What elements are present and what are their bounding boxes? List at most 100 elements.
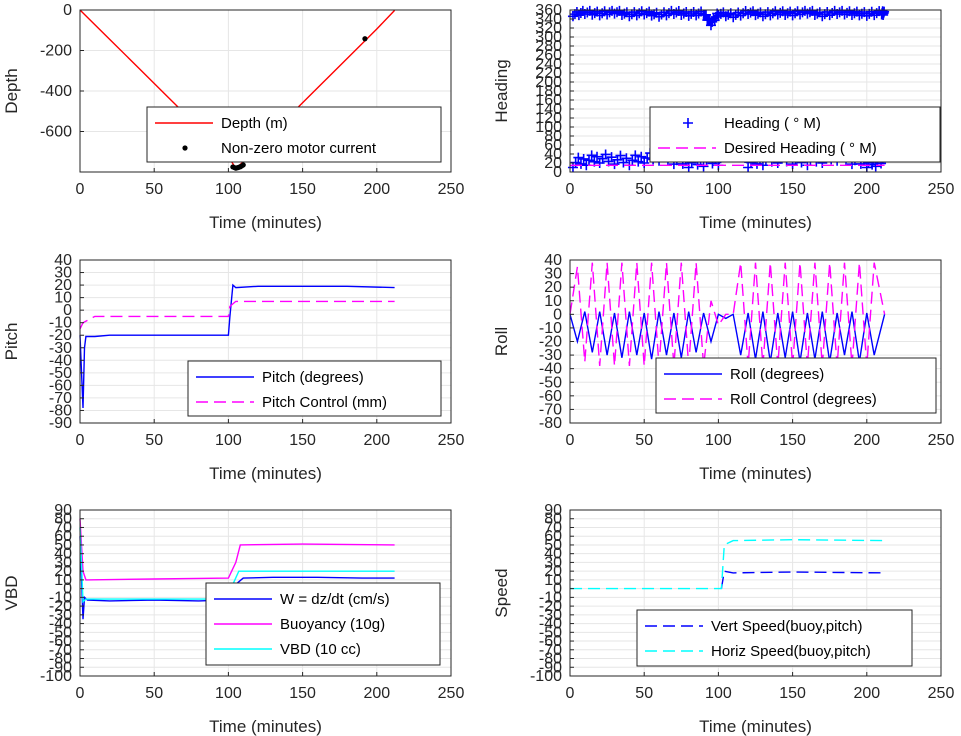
- data-point: [787, 10, 798, 21]
- y-tick-label: 100: [535, 119, 562, 136]
- y-axis-label: Heading: [492, 59, 511, 122]
- y-tick-label: 10: [544, 293, 562, 310]
- x-tick-label: 200: [853, 181, 880, 198]
- y-tick-label: 30: [544, 554, 562, 571]
- y-axis-label: Depth: [2, 68, 21, 113]
- y-tick-label: -50: [49, 365, 72, 382]
- x-tick-label: 50: [635, 685, 653, 702]
- y-tick-label: -100: [40, 668, 72, 685]
- y-tick-label: 80: [544, 128, 562, 145]
- legend-label: Buoyancy (10g): [280, 616, 385, 633]
- y-tick-label: -10: [49, 315, 72, 332]
- chart-roll: 0 50 100 150 200 250403020100-10-20-30-40-50-…: [492, 252, 954, 483]
- x-tick-label: 100: [215, 685, 242, 702]
- x-tick-label: 200: [363, 432, 390, 449]
- legend-marker: [683, 118, 693, 128]
- y-tick-label: 90: [544, 502, 562, 519]
- y-tick-label: -20: [539, 598, 562, 615]
- y-tick-label: 0: [63, 302, 72, 319]
- data-point: [656, 9, 667, 20]
- y-tick-label: 300: [535, 29, 562, 46]
- x-tick-label: 50: [145, 685, 163, 702]
- data-point: [661, 10, 672, 21]
- y-tick-label: 40: [54, 252, 72, 269]
- data-point: [573, 152, 584, 163]
- y-tick-label: 70: [544, 519, 562, 536]
- x-tick-label: 150: [289, 432, 316, 449]
- data-point: [586, 150, 597, 161]
- y-axis-label: VBD: [2, 576, 21, 611]
- y-axis-label: Speed: [492, 568, 511, 617]
- legend: W = dz/dt (cm/s) Buoyancy (10g) VBD (10 cc…: [205, 582, 441, 666]
- legend-label: Non-zero motor current: [221, 140, 377, 157]
- y-tick-label: 80: [54, 511, 72, 528]
- legend-label: Pitch Control (mm): [262, 394, 387, 411]
- y-tick-label: -30: [49, 607, 72, 624]
- data-point: [578, 153, 589, 164]
- legend-label: Roll Control (degrees): [730, 391, 877, 408]
- series-line: [79, 283, 395, 409]
- y-tick-label: -20: [49, 327, 72, 344]
- legend-box: [649, 106, 941, 163]
- y-tick-label: -70: [49, 642, 72, 659]
- x-tick-label: 0: [76, 432, 85, 449]
- x-tick-label: 250: [928, 685, 955, 702]
- data-point: [631, 10, 642, 21]
- x-tick-label: 0: [566, 181, 575, 198]
- legend-label: Desired Heading ( ° M): [724, 140, 877, 157]
- x-tick-label: 250: [928, 181, 955, 198]
- x-tick-label: 100: [705, 432, 732, 449]
- legend-label: W = dz/dt (cm/s): [280, 591, 390, 608]
- axes-box: [569, 509, 942, 677]
- y-tick-label: 80: [544, 511, 562, 528]
- y-tick-label: 0: [553, 164, 562, 181]
- y-tick-label: 30: [54, 554, 72, 571]
- y-axis-label: Pitch: [2, 323, 21, 361]
- data-point: [824, 10, 835, 21]
- x-tick-label: 250: [928, 432, 955, 449]
- y-tick-label: 20: [54, 277, 72, 294]
- series-line: [570, 538, 885, 590]
- y-tick-label: -60: [49, 377, 72, 394]
- legend-box: [146, 106, 442, 163]
- x-tick-label: 0: [76, 685, 85, 702]
- y-tick-label: -400: [40, 83, 72, 100]
- data-point: [819, 9, 830, 20]
- data-point: [765, 10, 776, 21]
- x-tick-label: 250: [438, 181, 465, 198]
- y-tick-label: -20: [49, 598, 72, 615]
- y-tick-label: -80: [49, 402, 72, 419]
- y-tick-label: -600: [40, 124, 72, 141]
- data-point: [735, 10, 746, 21]
- y-tick-label: 60: [544, 137, 562, 154]
- series-2: [79, 518, 395, 581]
- x-tick-label: 50: [635, 181, 653, 198]
- y-tick-label: 40: [544, 146, 562, 163]
- chart-speed: 0 50 100 150 200 2509080706050403020100-10-20…: [492, 502, 954, 736]
- x-tick-label: 150: [289, 181, 316, 198]
- series-2: [230, 36, 368, 171]
- series-line: [569, 262, 886, 366]
- legend-box: [187, 360, 442, 417]
- legend-label: Horiz Speed(buoy,pitch): [711, 643, 871, 660]
- data-point: [615, 150, 626, 161]
- x-tick-label: 100: [215, 181, 242, 198]
- y-tick-label: 10: [544, 572, 562, 589]
- y-tick-label: 340: [535, 11, 562, 28]
- y-tick-label: 140: [535, 101, 562, 118]
- series-1: [79, 283, 395, 409]
- y-tick-label: -60: [49, 633, 72, 650]
- y-tick-label: 280: [535, 38, 562, 55]
- y-tick-label: -10: [539, 320, 562, 337]
- y-tick-label: 30: [54, 265, 72, 282]
- y-tick-label: -60: [539, 388, 562, 405]
- chart-heading: 0 50 100 150 200 2500204060801001201401601802…: [492, 2, 954, 232]
- y-tick-label: -100: [530, 668, 562, 685]
- x-axis-label: Time (minutes): [209, 464, 322, 483]
- x-axis-label: Time (minutes): [699, 717, 812, 736]
- y-tick-label: 40: [54, 546, 72, 563]
- y-tick-label: -80: [49, 651, 72, 668]
- legend: Roll (degrees) Roll Control (degrees): [655, 357, 937, 414]
- y-tick-label: -50: [49, 624, 72, 641]
- y-tick-label: -200: [40, 43, 72, 60]
